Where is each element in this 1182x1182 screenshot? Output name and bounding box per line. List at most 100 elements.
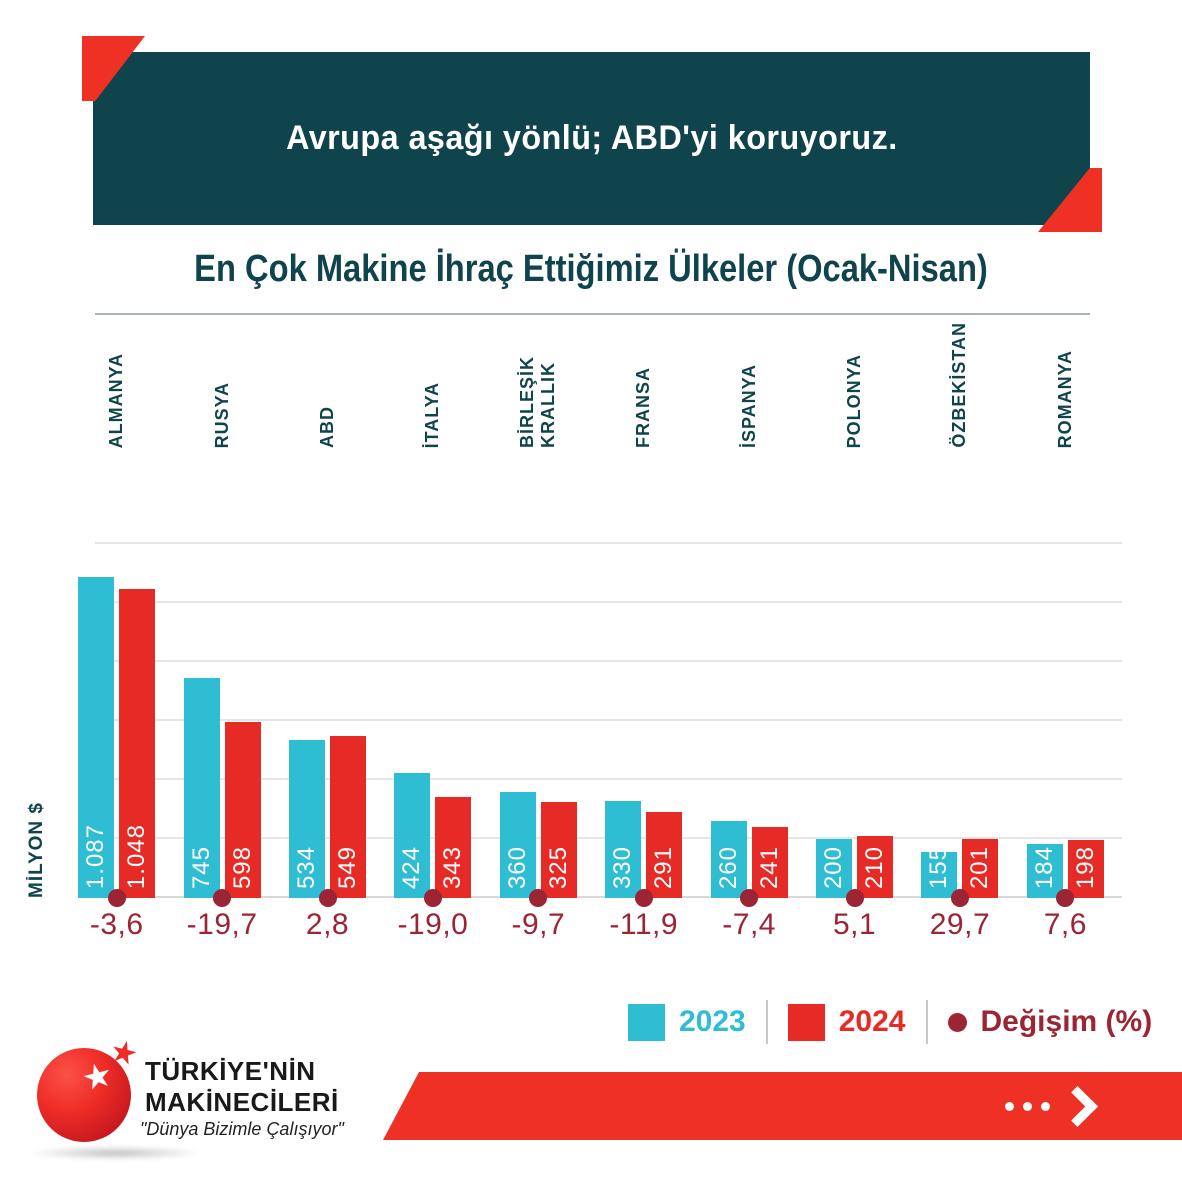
bar-value-label: 1.087: [82, 823, 110, 889]
country-label: İSPANYA: [738, 363, 759, 448]
change-percent-value: -11,9: [609, 908, 679, 941]
bar-2024: 291: [646, 812, 683, 898]
bar-value-label: 534: [293, 845, 321, 889]
logo-shadow: [28, 1146, 203, 1160]
bar-pair: 184 198: [1013, 538, 1118, 907]
bar-2023: 360: [499, 792, 536, 898]
bar-value-label: 198: [1071, 845, 1099, 889]
bar-value-label: 330: [609, 845, 637, 889]
change-percent-value: 29,7: [929, 908, 991, 941]
bar-value-label: 201: [966, 845, 994, 889]
country-label: ALMANYA: [106, 352, 127, 448]
change-marker-dot-icon: [213, 889, 232, 907]
country-label-cell: RUSYA: [169, 322, 274, 448]
brand-name: TÜRKİYE'NİN MAKİNECİLERİ: [145, 1056, 339, 1118]
bar-2023: 330: [605, 801, 642, 898]
banner-headline: Avrupa aşağı yönlü; ABD'yi koruyoruz.: [285, 119, 898, 157]
arrow-dot: [1023, 1101, 1032, 1111]
country-label-cell: ABD: [275, 322, 380, 448]
bar-value-label: 260: [714, 845, 742, 889]
y-axis-label: MİLYON $: [26, 802, 47, 898]
arrow-dot: [1005, 1101, 1014, 1111]
bar-pair: 330 291: [591, 538, 696, 907]
bar-2024: 343: [435, 797, 472, 898]
bar-chart: 1.087 1.048 745 598 534 549 424 343 360 325 330 291…: [64, 538, 1118, 907]
legend-divider: [925, 1000, 928, 1044]
bar-value-label: 184: [1030, 845, 1058, 889]
logo-red-star-icon: ★: [106, 1032, 142, 1073]
change-marker-dot-icon: [529, 889, 548, 907]
bar-value-label: 1.048: [123, 823, 151, 889]
brand-tagline: "Dünya Bizimle Çalışıyor": [140, 1119, 344, 1139]
bar-value-label: 598: [228, 845, 256, 889]
change-percent-value: -19,7: [186, 908, 258, 941]
country-label: RUSYA: [211, 381, 232, 448]
country-label-cell: ROMANYA: [1013, 322, 1118, 448]
legend-square-swatch-icon: [787, 1003, 825, 1041]
bar-2024: 201: [962, 839, 999, 898]
change-percent-row: -3,6 -19,7 2,8 -19,0 -9,7 -11,9 -7,4 5,1 29,7 7,6: [64, 908, 1118, 942]
country-label-cell: İTALYA: [380, 322, 485, 448]
change-percent-value: 5,1: [832, 908, 877, 941]
country-label-cell: BİRLEŞİK KRALLIK: [486, 322, 591, 448]
bar-pair: 745 598: [169, 538, 274, 907]
country-label: FRANSA: [633, 367, 654, 448]
bar-pair: 1.087 1.048: [64, 538, 169, 907]
bar-value-label: 360: [503, 845, 531, 889]
change-percent-value: 2,8: [305, 908, 350, 941]
bar-2023: 1.087: [78, 577, 115, 898]
bar-2024: 1.048: [119, 589, 156, 898]
legend-circle-swatch-icon: [947, 1012, 967, 1032]
bar-pair: 534 549: [275, 538, 380, 907]
bar-2024: 598: [224, 722, 261, 898]
change-percent-value: -7,4: [722, 908, 776, 941]
country-labels-row: ALMANYA RUSYA ABD İTALYA BİRLEŞİK KRALLIK FRA…: [64, 322, 1118, 448]
country-label-cell: POLONYA: [802, 322, 907, 448]
legend-item-2024: 2024: [787, 1003, 906, 1041]
legend-label: 2024: [838, 1005, 906, 1038]
logo-red-sphere: [37, 1048, 131, 1142]
legend-item-2023: 2023: [628, 1003, 746, 1041]
bar-value-label: 291: [650, 845, 678, 889]
bar-2024: 325: [540, 802, 577, 898]
arrow-dot: [1041, 1101, 1050, 1111]
bar-2024: 549: [330, 736, 367, 898]
change-percent-value: -3,6: [89, 908, 144, 941]
bar-2023: 424: [394, 773, 431, 898]
title-divider-line: [95, 313, 1090, 315]
bar-value-label: 241: [755, 845, 783, 889]
bar-value-label: 745: [187, 845, 215, 889]
bar-2023: 745: [183, 678, 220, 898]
bar-value-label: 549: [334, 845, 362, 889]
change-marker-dot-icon: [107, 889, 126, 907]
legend-divider: [765, 1000, 768, 1044]
change-marker-dot-icon: [950, 889, 969, 907]
bar-2023: 184: [1026, 844, 1063, 898]
country-label: POLONYA: [844, 353, 865, 448]
chart-legend: 2023 2024 Değişim (%): [628, 1000, 1152, 1044]
change-percent-value: -9,7: [511, 908, 566, 941]
change-percent-value: -19,0: [397, 908, 469, 941]
brand-line1: TÜRKİYE'NİN: [145, 1056, 316, 1086]
country-label: ABD: [317, 406, 338, 448]
bar-pair: 260 241: [696, 538, 801, 907]
bar-value-label: 155: [925, 845, 953, 889]
bar-value-label: 210: [861, 845, 889, 889]
bar-2024: 210: [857, 836, 894, 898]
legend-label: Değişim (%): [980, 1005, 1153, 1038]
gridline: [95, 778, 1122, 780]
country-label-cell: İSPANYA: [696, 322, 801, 448]
change-marker-dot-icon: [845, 889, 864, 907]
bar-value-label: 200: [820, 845, 848, 889]
change-marker-dot-icon: [1056, 889, 1075, 907]
bar-2024: 241: [751, 827, 788, 898]
chevron-right-arrow-icon: [1005, 1072, 1099, 1140]
bar-2024: 198: [1067, 840, 1104, 898]
bar-2023: 155: [921, 846, 958, 898]
legend-item-de-i-im-: Değişim (%): [947, 1005, 1153, 1039]
change-marker-dot-icon: [634, 889, 653, 907]
country-label-cell: ALMANYA: [64, 322, 169, 448]
chevron-glyph: [1056, 1085, 1099, 1127]
change-marker-dot-icon: [423, 889, 442, 907]
header-banner: Avrupa aşağı yönlü; ABD'yi koruyoruz.: [93, 52, 1090, 225]
